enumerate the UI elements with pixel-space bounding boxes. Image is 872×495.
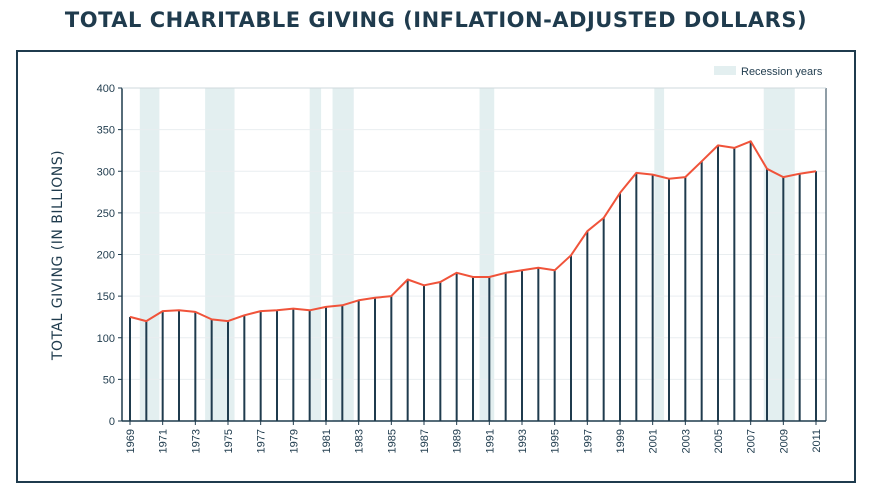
trend-line [129, 140, 817, 323]
x-tick-label-1977: 1977 [256, 429, 268, 453]
x-tick-label-1971: 1971 [158, 429, 170, 453]
x-tick-label-2001: 2001 [648, 429, 660, 453]
y-tick-label-400: 400 [97, 83, 115, 95]
legend-swatch [714, 66, 736, 75]
x-tick-label-1975: 1975 [223, 429, 235, 453]
x-tick-label-1983: 1983 [354, 429, 366, 453]
x-tick-label-1981: 1981 [321, 429, 333, 453]
x-tick-label-2003: 2003 [680, 429, 692, 453]
x-tick-label-2011: 2011 [811, 429, 823, 453]
x-tick-label-1993: 1993 [517, 429, 529, 453]
legend-label: Recession years [741, 66, 823, 78]
x-tick-label-1987: 1987 [419, 429, 431, 453]
y-axis-label: TOTAL GIVING (IN BILLIONS) [50, 150, 66, 361]
y-tick-label-50: 50 [103, 374, 115, 386]
x-tick-label-1985: 1985 [386, 429, 398, 453]
y-tick-label-200: 200 [97, 250, 115, 262]
x-tick-label-2005: 2005 [713, 429, 725, 453]
y-tick-label-150: 150 [97, 291, 115, 303]
axes: 0 50 100 150 200 250 300 350 400 1969 1971 1973 1975… [97, 83, 827, 453]
chart-title: TOTAL CHARITABLE GIVING (INFLATION-ADJUS… [64, 8, 808, 32]
x-tick-label-1989: 1989 [452, 429, 464, 453]
x-tick-label-1997: 1997 [582, 429, 594, 453]
x-tick-label-2009: 2009 [778, 429, 790, 453]
x-tick-label-1991: 1991 [484, 429, 496, 453]
y-tick-label-300: 300 [97, 166, 115, 178]
x-tick-label-2007: 2007 [746, 429, 758, 453]
y-tick-label-250: 250 [97, 208, 115, 220]
y-tick-label-0: 0 [109, 416, 115, 428]
x-tick-label-1973: 1973 [190, 429, 202, 453]
y-tick-label-100: 100 [97, 333, 115, 345]
x-tick-label-1969: 1969 [125, 429, 137, 453]
trend-line-group [129, 140, 817, 323]
legend: Recession years [714, 66, 823, 78]
x-tick-label-1979: 1979 [288, 429, 300, 453]
y-tick-label-350: 350 [97, 125, 115, 137]
bars [129, 141, 817, 421]
x-tick-label-1999: 1999 [615, 429, 627, 453]
x-tick-label-1995: 1995 [550, 429, 562, 453]
